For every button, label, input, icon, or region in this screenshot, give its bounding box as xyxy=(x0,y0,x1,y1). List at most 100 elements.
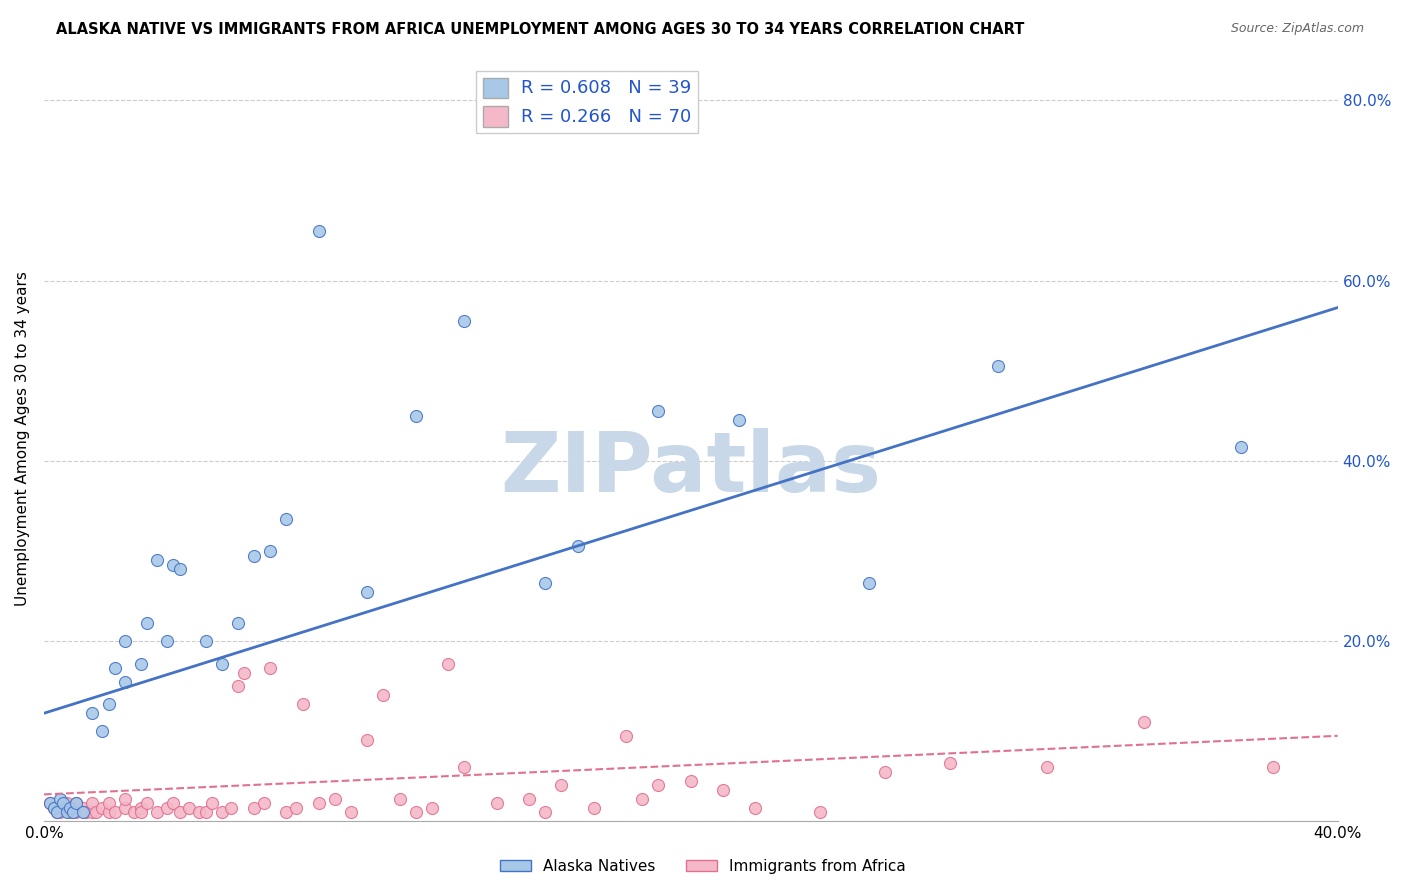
Point xyxy=(129,805,152,820)
Point xyxy=(233,665,256,680)
Point xyxy=(211,657,233,671)
Point xyxy=(356,733,378,747)
Point xyxy=(84,805,107,820)
Text: Source: ZipAtlas.com: Source: ZipAtlas.com xyxy=(1230,22,1364,36)
Point xyxy=(82,805,104,820)
Point xyxy=(858,575,880,590)
Legend: R = 0.608   N = 39, R = 0.266   N = 70: R = 0.608 N = 39, R = 0.266 N = 70 xyxy=(477,71,699,134)
Point xyxy=(55,805,77,820)
Point xyxy=(146,553,169,567)
Point xyxy=(405,805,427,820)
Point xyxy=(808,805,831,820)
Point xyxy=(194,805,217,820)
Point xyxy=(49,805,72,820)
Text: ALASKA NATIVE VS IMMIGRANTS FROM AFRICA UNEMPLOYMENT AMONG AGES 30 TO 34 YEARS C: ALASKA NATIVE VS IMMIGRANTS FROM AFRICA … xyxy=(56,22,1025,37)
Point xyxy=(291,698,314,712)
Point xyxy=(52,801,75,815)
Point xyxy=(91,801,114,815)
Point xyxy=(104,805,127,820)
Point xyxy=(129,801,152,815)
Point xyxy=(243,549,266,563)
Point xyxy=(221,801,243,815)
Point xyxy=(72,801,94,815)
Point xyxy=(285,801,308,815)
Point xyxy=(104,661,127,675)
Point xyxy=(276,805,298,820)
Point xyxy=(728,413,751,427)
Point xyxy=(62,801,84,815)
Point xyxy=(201,797,224,811)
Point xyxy=(49,792,72,806)
Point xyxy=(744,801,766,815)
Point xyxy=(308,224,330,238)
Point xyxy=(517,792,540,806)
Point xyxy=(226,679,249,693)
Point xyxy=(211,805,233,820)
Point xyxy=(987,359,1010,374)
Point xyxy=(276,512,298,526)
Point xyxy=(39,797,62,811)
Point xyxy=(534,805,557,820)
Point xyxy=(340,805,363,820)
Point xyxy=(485,797,508,811)
Point xyxy=(39,797,62,811)
Point xyxy=(582,801,605,815)
Point xyxy=(679,773,702,788)
Point xyxy=(188,805,211,820)
Point xyxy=(114,674,136,689)
Point xyxy=(82,797,104,811)
Point xyxy=(179,801,201,815)
Point xyxy=(65,797,87,811)
Point xyxy=(65,797,87,811)
Point xyxy=(156,634,179,648)
Point xyxy=(1229,440,1251,454)
Point xyxy=(59,801,82,815)
Point xyxy=(356,584,378,599)
Point xyxy=(124,805,146,820)
Point xyxy=(42,801,65,815)
Point xyxy=(534,575,557,590)
Point xyxy=(711,783,734,797)
Point xyxy=(62,805,84,820)
Point xyxy=(162,797,184,811)
Text: ZIPatlas: ZIPatlas xyxy=(501,428,882,509)
Point xyxy=(1132,715,1154,730)
Point xyxy=(75,805,97,820)
Point xyxy=(45,805,67,820)
Point xyxy=(631,792,654,806)
Point xyxy=(97,797,120,811)
Point xyxy=(194,634,217,648)
Point xyxy=(97,805,120,820)
Point xyxy=(259,661,281,675)
Point xyxy=(243,801,266,815)
Point xyxy=(55,797,77,811)
Point xyxy=(550,778,572,792)
Point xyxy=(114,792,136,806)
Point xyxy=(437,657,460,671)
Point xyxy=(567,540,589,554)
Point xyxy=(97,698,120,712)
Point xyxy=(42,801,65,815)
Point xyxy=(259,544,281,558)
Point xyxy=(136,797,159,811)
Point xyxy=(162,558,184,572)
Point xyxy=(45,805,67,820)
Point xyxy=(169,562,191,576)
Point xyxy=(453,314,475,328)
Point xyxy=(129,657,152,671)
Point xyxy=(65,805,87,820)
Y-axis label: Unemployment Among Ages 30 to 34 years: Unemployment Among Ages 30 to 34 years xyxy=(15,271,30,606)
Point xyxy=(169,805,191,820)
Point xyxy=(72,805,94,820)
Point xyxy=(114,801,136,815)
Point xyxy=(308,797,330,811)
Point xyxy=(647,778,669,792)
Point xyxy=(614,729,637,743)
Point xyxy=(136,616,159,631)
Point xyxy=(52,797,75,811)
Point xyxy=(226,616,249,631)
Point xyxy=(453,760,475,774)
Point xyxy=(873,764,896,779)
Point xyxy=(1035,760,1057,774)
Point xyxy=(253,797,276,811)
